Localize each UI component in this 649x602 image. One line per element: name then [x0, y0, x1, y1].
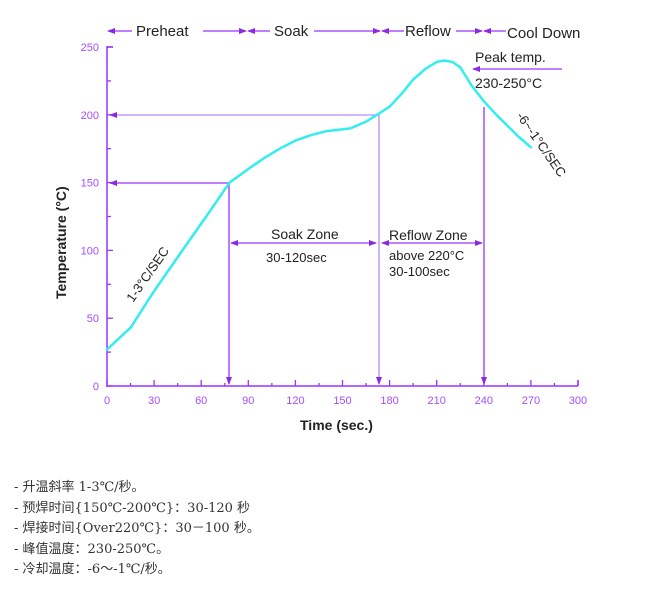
note-ramp-rate: - 升温斜率 1-3℃/秒。 — [14, 480, 145, 495]
x-tick-label: 240 — [475, 395, 493, 407]
soak-zone-label: Soak Zone — [271, 226, 339, 242]
reference-lines — [109, 66, 562, 385]
note-cool-rate: - 冷却温度：-6～-1℃/秒。 — [14, 562, 171, 577]
x-tick-label: 120 — [286, 395, 304, 407]
x-tick-label: 300 — [569, 395, 587, 407]
y-tick-label: 200 — [81, 110, 99, 122]
phase-header: Preheat Soak Reflow Cool Down — [107, 23, 580, 42]
temperature-curve — [105, 59, 533, 351]
y-ticks — [107, 46, 113, 387]
axes: 0 50 100 150 200 250 0 30 60 90 120 150 180 210 240 27… — [81, 42, 588, 407]
soak-time-label: 30-120sec — [266, 250, 327, 265]
x-tick-label: 0 — [104, 395, 110, 407]
y-tick-labels: 0 50 100 150 200 250 — [81, 42, 99, 393]
reflow-above-label: above 220°C — [389, 248, 464, 263]
y-axis-title: Temperature (°C) — [53, 186, 69, 299]
spec-notes: - 升温斜率 1-3℃/秒。 - 预焊时间{150℃-200℃}：30-120 … — [14, 478, 260, 581]
x-axis-title: Time (sec.) — [300, 417, 373, 433]
phase-soak-label: Soak — [274, 23, 309, 40]
reflow-profile-chart: Preheat Soak Reflow Cool Down 0 50 100 150 2… — [53, 23, 588, 433]
x-ticks — [106, 380, 579, 386]
peak-range-label: 230-250°C — [475, 75, 542, 91]
note-peak-temp: - 峰值温度：230-250℃。 — [14, 541, 170, 557]
x-tick-label: 60 — [195, 395, 207, 407]
x-tick-label: 150 — [333, 395, 351, 407]
phase-cool-down-label: Cool Down — [507, 25, 580, 42]
y-tick-label: 250 — [81, 42, 99, 54]
y-tick-label: 150 — [81, 178, 99, 190]
note-soak-time: - 预焊时间{150℃-200℃}：30-120 秒 — [14, 500, 251, 516]
x-tick-label: 30 — [148, 395, 160, 407]
x-tick-labels: 0 30 60 90 120 150 180 210 240 270 300 — [104, 395, 587, 407]
reflow-time-label: 30-100sec — [389, 264, 450, 279]
phase-reflow-label: Reflow — [405, 23, 451, 40]
reflow-zone-label: Reflow Zone — [389, 227, 468, 243]
x-tick-label: 210 — [428, 395, 446, 407]
x-tick-label: 180 — [380, 395, 398, 407]
x-tick-label: 90 — [242, 395, 254, 407]
peak-temp-label: Peak temp. — [475, 49, 546, 65]
y-tick-label: 100 — [81, 245, 99, 257]
y-tick-label: 0 — [93, 381, 99, 393]
y-tick-label: 50 — [87, 313, 99, 325]
note-reflow-time: - 焊接时间{Over220℃}：30－100 秒。 — [14, 521, 260, 536]
phase-preheat-label: Preheat — [136, 23, 189, 40]
cool-rate-label: -6~-1°C/SEC — [514, 109, 570, 180]
x-tick-label: 270 — [522, 395, 540, 407]
